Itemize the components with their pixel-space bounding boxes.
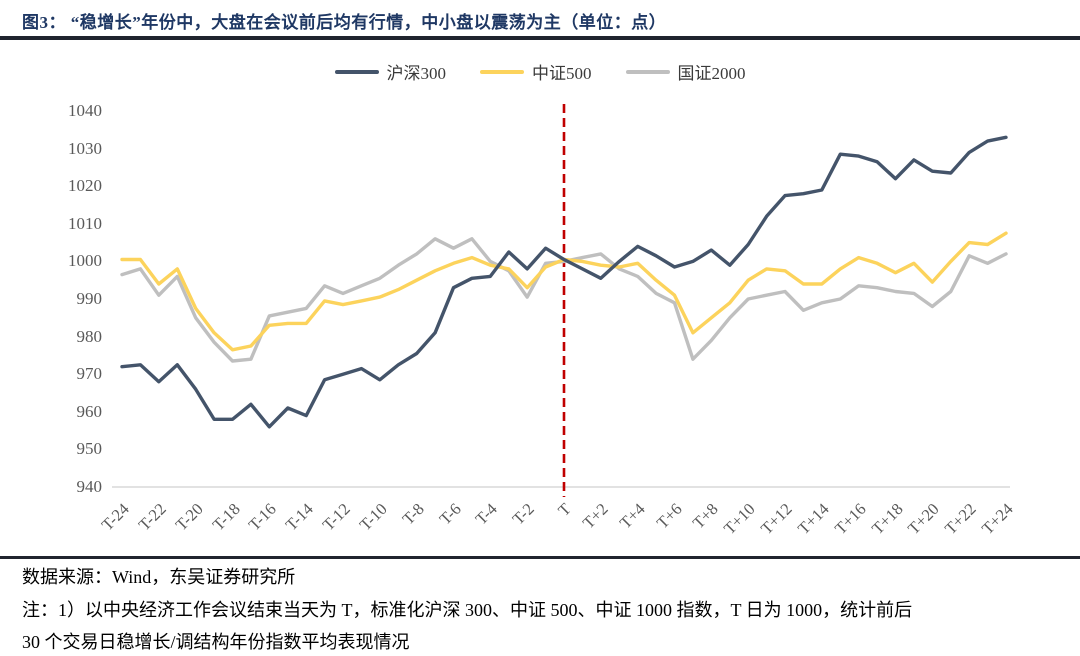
gz2000-line-swatch-icon <box>625 69 670 74</box>
y-tick-label-1010: 1010 <box>68 213 102 233</box>
y-tick-label-1020: 1020 <box>68 176 102 196</box>
footnote-line-2: 30 个交易日稳增长/调结构年份指数平均表现情况 <box>22 632 410 652</box>
y-tick-label-1030: 1030 <box>68 138 102 158</box>
legend-label-gz2000: 国证2000 <box>677 64 746 83</box>
y-tick-label-940: 940 <box>76 477 103 496</box>
legend-label-zz500: 中证500 <box>532 64 592 83</box>
hs300-line-swatch-icon <box>334 69 379 74</box>
data-source-text: 数据来源：Wind，东吴证券研究所 <box>22 567 296 587</box>
footer-divider-rule <box>0 556 1080 559</box>
y-tick-label-990: 990 <box>76 289 103 308</box>
y-tick-label-1040: 1040 <box>68 101 102 120</box>
zz500-line-swatch-icon <box>480 69 524 74</box>
y-tick-label-960: 960 <box>76 401 103 421</box>
footnote-line-1: 注：1）以中央经济工作会议结束当天为 T，标准化沪深 300、中证 500、中证… <box>22 600 913 620</box>
y-tick-label-970: 970 <box>76 364 103 384</box>
legend-label-hs300: 沪深300 <box>386 64 447 83</box>
figure-title: 图3： “稳增长”年份中，大盘在会议前后均有行情，中小盘以震荡为主（单位：点） <box>22 13 667 32</box>
legend-item-zz500: 中证500 <box>480 59 592 84</box>
title-divider-rule <box>0 36 1080 40</box>
y-tick-label-1000: 1000 <box>68 251 102 271</box>
series-line-0 <box>120 135 1008 429</box>
legend-item-gz2000: 国证2000 <box>625 59 746 84</box>
chart-legend: 沪深300 中证500 国证2000 <box>0 59 1080 84</box>
y-tick-label-950: 950 <box>76 439 103 459</box>
legend-item-hs300: 沪深300 <box>334 59 447 84</box>
y-tick-label-980: 980 <box>76 326 103 346</box>
